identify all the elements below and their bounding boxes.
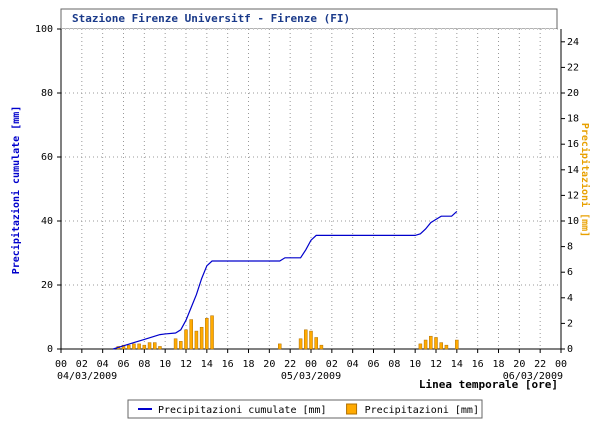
y-tick-label: 60	[41, 152, 53, 163]
y2-tick-label: 2	[567, 318, 573, 329]
bar	[298, 338, 303, 350]
date-label: 04/03/2009	[57, 371, 117, 382]
bar	[173, 338, 178, 350]
y2-tick-label: 14	[567, 165, 579, 176]
x-tick-label: 04	[347, 359, 359, 370]
y-tick-label: 100	[35, 24, 53, 35]
legend-box	[127, 399, 483, 419]
y2-tick-label: 12	[567, 190, 579, 201]
bar	[184, 329, 188, 350]
y2-tick-label: 4	[567, 293, 573, 304]
y-axis-label: Precipitazioni cumulate [mm]	[10, 106, 22, 275]
bar	[126, 344, 131, 350]
x-tick-label: 06	[367, 359, 379, 370]
y-tick-label: 40	[41, 216, 53, 227]
bar	[278, 343, 282, 350]
y2-tick-label: 0	[567, 344, 573, 355]
y2-tick-label: 24	[567, 37, 579, 48]
x-tick-label: 04	[97, 359, 109, 370]
bar	[147, 342, 152, 350]
bar	[205, 318, 209, 350]
y2-tick-label: 20	[567, 88, 579, 99]
bar	[137, 343, 141, 350]
x-tick-label: 22	[284, 359, 296, 370]
x-axis-label: Linea temporale [ore]	[419, 378, 558, 391]
x-tick-label: 10	[409, 359, 421, 370]
bar	[304, 329, 308, 350]
y2-tick-label: 18	[567, 114, 579, 125]
y2-axis-label: Precipitazioni [mm]	[579, 123, 591, 237]
bar	[158, 346, 162, 350]
bar	[210, 315, 214, 350]
x-tick-label: 02	[76, 359, 88, 370]
x-tick-label: 06	[117, 359, 129, 370]
y2-tick-label: 6	[567, 267, 573, 278]
bar	[418, 343, 423, 350]
y-tick-label: 20	[41, 280, 53, 291]
x-tick-label: 00	[305, 359, 317, 370]
legend-label: Precipitazioni cumulate [mm]	[158, 405, 327, 416]
line	[112, 210, 458, 350]
y2-tick-label: 10	[567, 216, 579, 227]
y2-tick-label: 22	[567, 62, 579, 73]
x-tick-label: 18	[242, 359, 254, 370]
legend-swatch	[346, 403, 358, 415]
bar	[121, 344, 126, 350]
bar	[132, 343, 136, 350]
bar	[319, 344, 324, 350]
x-tick-label: 22	[534, 359, 546, 370]
bar	[153, 342, 157, 350]
x-tick-label: 18	[492, 359, 504, 370]
x-tick-label: 08	[388, 359, 400, 370]
x-tick-label: 12	[180, 359, 192, 370]
bar	[199, 326, 204, 350]
x-tick-label: 08	[138, 359, 150, 370]
bar	[194, 330, 199, 350]
bar	[189, 319, 193, 350]
bar	[429, 335, 433, 350]
bar	[142, 344, 147, 350]
x-tick-label: 00	[55, 359, 67, 370]
date-label: 05/03/2009	[281, 371, 341, 382]
bar	[179, 341, 183, 350]
x-tick-label: 16	[222, 359, 234, 370]
x-tick-label: 00	[555, 359, 567, 370]
x-tick-label: 02	[326, 359, 338, 370]
y-tick-label: 0	[47, 344, 53, 355]
x-tick-label: 14	[201, 359, 213, 370]
chart-title: Stazione Firenze Universitf - Firenze (F…	[72, 12, 350, 25]
bar	[309, 330, 313, 350]
bar	[423, 339, 428, 350]
date-label: 06/03/2009	[503, 371, 563, 382]
bar	[314, 337, 318, 350]
bar	[439, 342, 443, 350]
bar	[434, 337, 438, 350]
x-tick-label: 20	[513, 359, 525, 370]
y-tick-label: 80	[41, 88, 53, 99]
bar	[455, 339, 459, 350]
y2-tick-label: 8	[567, 242, 573, 253]
x-tick-label: 16	[472, 359, 484, 370]
x-tick-label: 14	[451, 359, 463, 370]
y2-tick-label: 16	[567, 139, 579, 150]
x-tick-label: 20	[263, 359, 275, 370]
x-tick-label: 12	[430, 359, 442, 370]
bar	[444, 344, 449, 350]
x-tick-label: 10	[159, 359, 171, 370]
legend-label: Precipitazioni [mm]	[365, 405, 479, 416]
